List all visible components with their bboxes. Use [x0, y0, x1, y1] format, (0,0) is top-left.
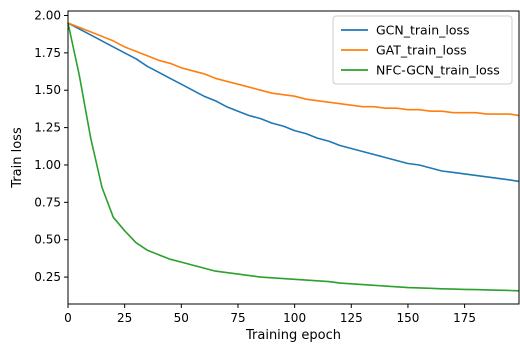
series-line-0	[67, 22, 520, 183]
series-line-2	[67, 22, 520, 292]
x-tick-label: 50	[174, 311, 189, 325]
x-tick-label: 125	[340, 311, 363, 325]
x-tick-label: 175	[453, 311, 476, 325]
y-axis-ticks: 0.25 0.50 0.75 1.00 1.25 1.50 1.75 2.00	[34, 8, 68, 284]
y-tick-label: 0.50	[34, 233, 61, 247]
y-axis-label: Train loss	[10, 127, 25, 189]
y-tick-label: 1.25	[34, 121, 61, 135]
y-tick-label: 0.25	[34, 270, 61, 284]
y-tick-label: 2.00	[34, 8, 61, 22]
legend-box	[332, 15, 513, 85]
legend-entry-1: GAT_train_loss	[376, 43, 467, 58]
legend-entry-0: GCN_train_loss	[376, 23, 470, 38]
y-tick-label: 1.75	[34, 46, 61, 60]
x-axis-ticks: 0 25 50 75 100 125 150 175	[64, 304, 476, 325]
legend: GCN_train_loss GAT_train_loss NFC-GCN_trai…	[332, 15, 513, 85]
x-axis-label: Training epoch	[245, 328, 341, 343]
x-tick-label: 75	[230, 311, 245, 325]
x-tick-label: 25	[117, 311, 132, 325]
plot-frame	[67, 10, 520, 305]
plot-lines	[67, 22, 520, 292]
x-tick-label: 100	[283, 311, 306, 325]
x-tick-label: 0	[64, 311, 72, 325]
x-tick-label: 150	[396, 311, 419, 325]
y-tick-label: 1.00	[34, 158, 61, 172]
y-tick-label: 1.50	[34, 83, 61, 97]
series-line-1	[67, 22, 520, 117]
y-tick-label: 0.75	[34, 195, 61, 209]
legend-entry-2: NFC-GCN_train_loss	[376, 63, 500, 78]
